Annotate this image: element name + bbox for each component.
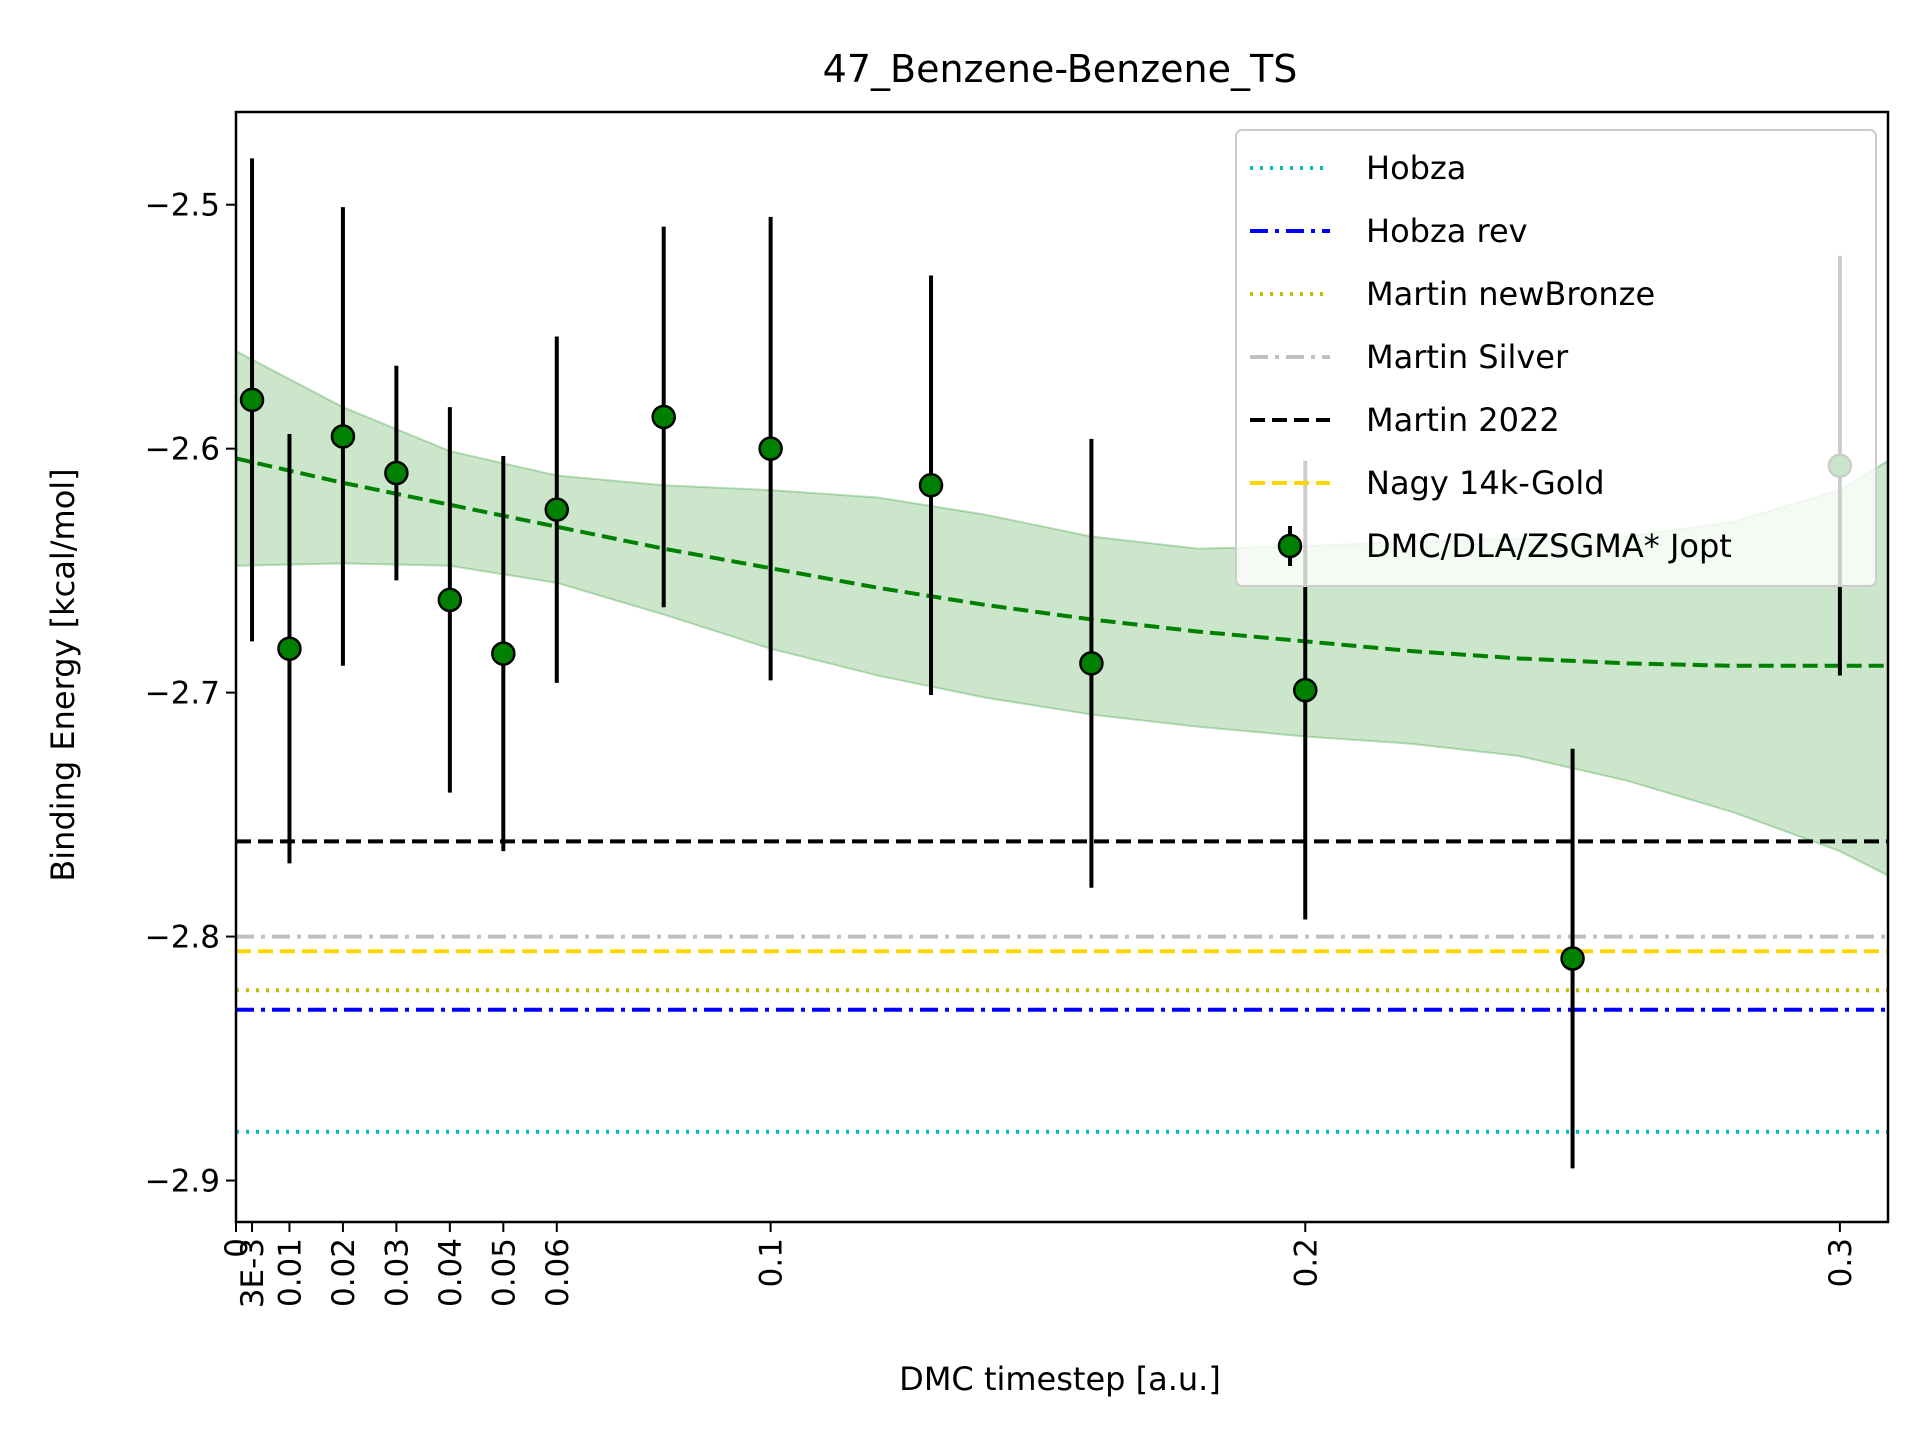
x-tick-label: 0.3	[1823, 1238, 1859, 1287]
x-tick-label: 0.02	[326, 1238, 362, 1307]
y-tick-label: −2.9	[145, 1164, 220, 1200]
legend-box	[1235, 129, 1877, 587]
data-point	[918, 473, 944, 498]
data-point	[758, 436, 783, 461]
x-tick-label: 0.2	[1288, 1238, 1324, 1287]
legend-label: Martin Silver	[1366, 338, 1569, 376]
x-tick-label: 0.04	[433, 1238, 469, 1307]
axes-frame	[234, 110, 1890, 1224]
data-point	[384, 460, 409, 486]
data-point	[1079, 651, 1104, 676]
x-tick-label: 0.1	[754, 1238, 790, 1287]
legend: Hobza Hobza rev Martin newBronze Martin Sil…	[1235, 129, 1877, 587]
legend-label: Nagy 14k-Gold	[1366, 464, 1605, 502]
data-point	[491, 641, 516, 666]
legend-label: Martin newBronze	[1366, 275, 1655, 313]
data-point	[1293, 677, 1318, 703]
legend-label: Hobza	[1366, 149, 1466, 187]
x-tick-label: 3E-3	[235, 1238, 271, 1308]
x-tick-label: 0.06	[540, 1238, 576, 1307]
data-point	[239, 387, 265, 413]
y-tick-label: −2.8	[145, 920, 220, 956]
x-tick-label: 0	[219, 1238, 255, 1258]
y-axis-label: Binding Energy [kcal/mol]	[44, 468, 82, 881]
x-axis-label: DMC timestep [a.u.]	[899, 1360, 1221, 1398]
data-point	[651, 404, 676, 430]
data-point	[544, 497, 570, 522]
data-point	[277, 636, 302, 661]
y-tick-label: −2.7	[145, 676, 220, 712]
x-tick-label: 0.01	[272, 1238, 308, 1307]
data-point	[437, 587, 463, 613]
chart-title: 47_Benzene-Benzene_TS	[823, 47, 1298, 91]
y-tick-label: −2.5	[145, 188, 220, 224]
legend-label: DMC/DLA/ZSGMA* Jopt	[1366, 527, 1732, 565]
data-point	[330, 424, 356, 449]
fit-confidence-band	[236, 349, 1888, 877]
data-point	[1560, 946, 1585, 971]
legend-swatch-marker	[1277, 533, 1303, 559]
y-tick-label: −2.6	[145, 432, 220, 468]
legend-label: Martin 2022	[1366, 401, 1560, 439]
legend-label: Hobza rev	[1366, 212, 1528, 250]
x-tick-label: 0.03	[379, 1238, 415, 1307]
x-tick-label: 0.05	[486, 1238, 522, 1307]
